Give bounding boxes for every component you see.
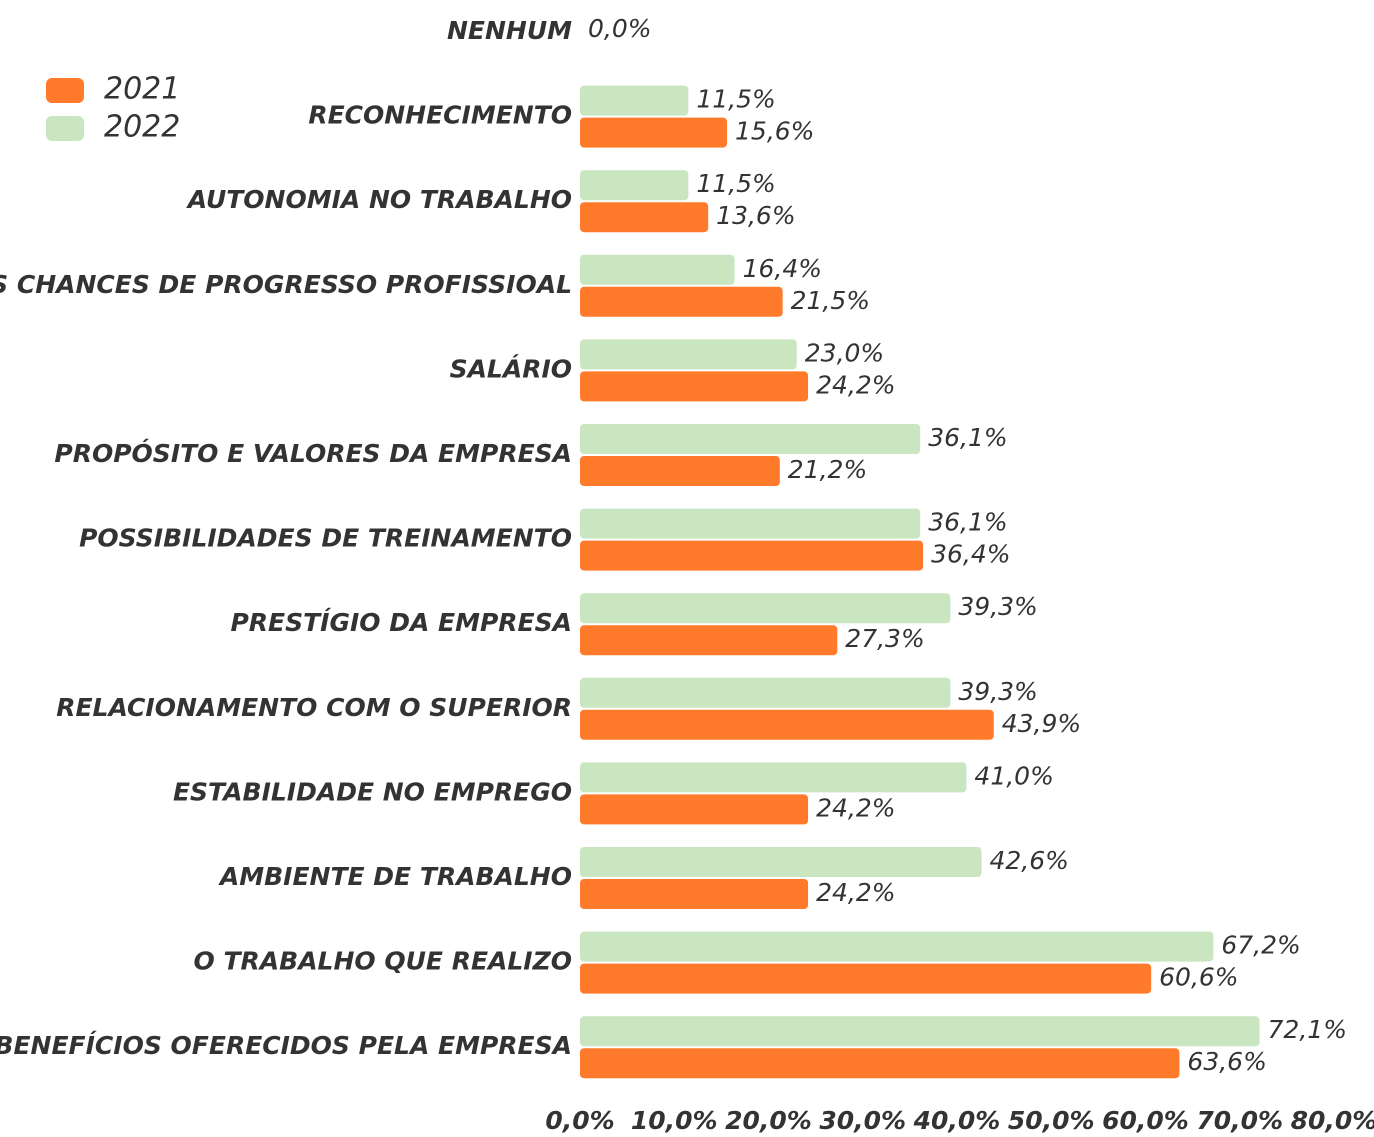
bar bbox=[580, 593, 951, 624]
category-label: PRESTÍGIO DA EMPRESA bbox=[230, 608, 572, 637]
legend-label: 2022 bbox=[104, 110, 180, 145]
category-label: O TRABALHO QUE REALIZO bbox=[194, 947, 572, 976]
category-label: RELACIONAMENTO COM O SUPERIOR bbox=[56, 693, 572, 722]
value-label: 27,3% bbox=[845, 624, 924, 653]
value-label: 13,6% bbox=[716, 201, 795, 230]
value-label: 11,5% bbox=[696, 169, 775, 198]
category-label: BENEFÍCIOS OFERECIDOS PELA EMPRESA bbox=[0, 1031, 572, 1060]
value-label: 16,4% bbox=[743, 254, 822, 283]
value-label: 72,1% bbox=[1268, 1015, 1347, 1044]
value-label: 15,6% bbox=[735, 117, 814, 146]
bar bbox=[580, 202, 709, 233]
legend-swatch bbox=[46, 78, 84, 103]
value-label: 36,4% bbox=[931, 540, 1010, 569]
bar bbox=[580, 1016, 1260, 1047]
bar bbox=[580, 508, 921, 539]
category-label: SALÁRIO bbox=[450, 354, 572, 383]
category-label: POSSIBILIDADES DE TREINAMENTO bbox=[79, 524, 572, 553]
value-label: 24,2% bbox=[816, 793, 895, 822]
x-tick-label: 40,0% bbox=[913, 1106, 1001, 1135]
bar bbox=[580, 170, 689, 201]
bar bbox=[580, 963, 1152, 994]
value-label: 21,5% bbox=[791, 286, 870, 315]
value-label: 41,0% bbox=[974, 761, 1053, 790]
x-tick-label: 80,0% bbox=[1291, 1106, 1374, 1135]
bar bbox=[580, 286, 783, 317]
value-label: 36,1% bbox=[928, 423, 1007, 452]
value-label: 23,0% bbox=[805, 338, 884, 367]
x-tick-label: 30,0% bbox=[819, 1106, 906, 1135]
x-tick-label: 0,0% bbox=[545, 1106, 614, 1135]
value-label: 24,2% bbox=[816, 370, 895, 399]
value-label: 67,2% bbox=[1221, 931, 1300, 960]
bar bbox=[580, 456, 780, 486]
category-label: NENHUM bbox=[447, 16, 572, 45]
bar bbox=[580, 879, 809, 909]
value-label: 24,2% bbox=[816, 878, 895, 907]
x-tick-label: 60,0% bbox=[1102, 1106, 1189, 1135]
x-tick-label: 70,0% bbox=[1196, 1106, 1283, 1135]
value-label: 63,6% bbox=[1187, 1047, 1266, 1076]
value-label: 36,1% bbox=[928, 508, 1007, 537]
category-label: AUTONOMIA NO TRABALHO bbox=[186, 185, 572, 214]
bar bbox=[580, 85, 689, 116]
bar bbox=[580, 794, 809, 825]
category-label: AMBIENTE DE TRABALHO bbox=[218, 862, 572, 891]
category-label: RECONHECIMENTO bbox=[308, 101, 572, 130]
value-label: 39,3% bbox=[958, 677, 1037, 706]
value-label: 43,9% bbox=[1002, 709, 1081, 738]
value-label: 42,6% bbox=[990, 846, 1069, 875]
bar bbox=[580, 254, 735, 285]
legend-label: 2021 bbox=[104, 72, 180, 107]
bar bbox=[580, 371, 809, 402]
value-label: 0,0% bbox=[588, 14, 652, 43]
category-label: AS CHANCES DE PROGRESSO PROFISSIOAL bbox=[0, 270, 572, 299]
category-label: PROPÓSITO E VALORES DA EMPRESA bbox=[54, 438, 572, 468]
bar bbox=[580, 677, 951, 708]
legend-swatch bbox=[46, 116, 84, 141]
bar bbox=[580, 339, 797, 370]
value-label: 60,6% bbox=[1159, 963, 1238, 992]
bar bbox=[580, 117, 728, 148]
bar bbox=[580, 762, 967, 793]
bar bbox=[580, 625, 838, 656]
value-label: 21,2% bbox=[788, 455, 867, 484]
value-label: 39,3% bbox=[958, 592, 1037, 621]
x-tick-label: 20,0% bbox=[725, 1106, 812, 1135]
value-label: 11,5% bbox=[696, 85, 775, 114]
bar bbox=[580, 540, 924, 571]
x-tick-label: 50,0% bbox=[1008, 1106, 1095, 1135]
bar bbox=[580, 1048, 1180, 1079]
bar bbox=[580, 709, 994, 740]
bar bbox=[580, 847, 982, 877]
bar bbox=[580, 424, 921, 454]
x-tick-label: 10,0% bbox=[631, 1106, 718, 1135]
category-label: ESTABILIDADE NO EMPREGO bbox=[173, 777, 572, 806]
bar bbox=[580, 931, 1214, 962]
